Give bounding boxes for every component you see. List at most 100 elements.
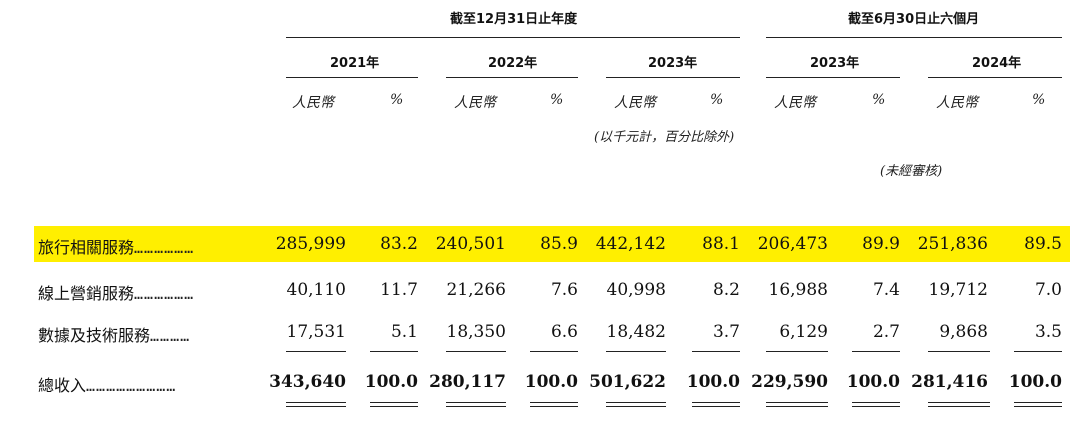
cell-marketing-2021-rmb: 40,110 <box>286 280 346 300</box>
cell-data-2021-pct: 5.1 <box>390 322 418 342</box>
cell-total-2023-pct: 100.0 <box>686 372 740 392</box>
header-six-month-group: 截至6月30日止六個月 <box>848 12 980 27</box>
cell-travel-2022-pct: 85.9 <box>540 234 578 254</box>
cell-total-h2023-pct: 100.0 <box>846 372 900 392</box>
double-rule-top <box>530 402 578 403</box>
row-label-travel: 旅行相關服務……………… <box>38 234 194 258</box>
double-rule-top <box>766 402 828 403</box>
row-label-text: 數據及技術服務 <box>38 326 151 345</box>
year-2023-header: 2023年 <box>648 56 698 71</box>
cell-data-2021-rmb: 17,531 <box>286 322 346 342</box>
cell-marketing-2022-pct: 7.6 <box>550 280 578 300</box>
cell-data-h2023-rmb: 6,129 <box>779 322 828 342</box>
double-rule-top <box>606 402 666 403</box>
note-thousands: (以千元計，百分比除外) <box>594 130 735 145</box>
row-label-text: 旅行相關服務 <box>38 238 135 257</box>
cell-data-2022-rmb: 18,350 <box>446 322 506 342</box>
double-rule-bottom <box>286 406 346 407</box>
double-rule-bottom <box>852 406 900 407</box>
row-label-total: 總收入……………………… <box>38 372 176 396</box>
half-2023-rule <box>766 77 900 78</box>
cell-data-2022-pct: 6.6 <box>550 322 578 342</box>
unit-rmb-2023: 人民幣 <box>614 95 656 111</box>
unit-pct-h2023: % <box>872 92 886 108</box>
cell-data-h2023-pct: 2.7 <box>872 322 900 342</box>
unit-pct-h2024: % <box>1032 92 1046 108</box>
subtotal-rule <box>766 351 828 352</box>
cell-total-2021-pct: 100.0 <box>364 372 418 392</box>
subtotal-rule <box>370 351 418 352</box>
cell-travel-2022-rmb: 240,501 <box>435 234 506 254</box>
cell-marketing-2021-pct: 11.7 <box>380 280 418 300</box>
cell-total-h2024-rmb: 281,416 <box>911 372 988 392</box>
half-2023-header: 2023年 <box>810 56 860 71</box>
cell-data-2023-pct: 3.7 <box>712 322 740 342</box>
double-rule-bottom <box>446 406 506 407</box>
year-2021-header: 2021年 <box>330 56 380 71</box>
unit-rmb-h2023: 人民幣 <box>774 95 816 111</box>
cell-marketing-h2023-pct: 7.4 <box>872 280 900 300</box>
leader-dots: ………… <box>150 327 191 345</box>
year-2022-rule <box>446 77 578 78</box>
cell-travel-2021-pct: 83.2 <box>380 234 418 254</box>
unit-rmb-h2024: 人民幣 <box>936 95 978 111</box>
double-rule-top <box>446 402 506 403</box>
unit-rmb-2022: 人民幣 <box>454 95 496 111</box>
cell-total-2022-rmb: 280,117 <box>429 372 506 392</box>
subtotal-rule <box>692 351 740 352</box>
subtotal-rule <box>286 351 346 352</box>
subtotal-rule <box>928 351 990 352</box>
header-six-month-rule <box>766 37 1062 38</box>
leader-dots: ……………………… <box>86 377 177 395</box>
cell-data-h2024-pct: 3.5 <box>1034 322 1062 342</box>
unit-pct-2022: % <box>550 92 564 108</box>
double-rule-top <box>286 402 346 403</box>
cell-travel-h2024-rmb: 251,836 <box>917 234 988 254</box>
row-label-text: 總收入 <box>38 376 87 395</box>
double-rule-bottom <box>1014 406 1062 407</box>
double-rule-top <box>928 402 990 403</box>
year-2023-rule <box>606 77 740 78</box>
cell-travel-2023-rmb: 442,142 <box>595 234 666 254</box>
double-rule-bottom <box>928 406 990 407</box>
double-rule-top <box>692 402 740 403</box>
subtotal-rule <box>446 351 506 352</box>
year-2021-rule <box>286 77 418 78</box>
cell-data-2023-rmb: 18,482 <box>606 322 666 342</box>
cell-total-2021-rmb: 343,640 <box>269 372 346 392</box>
double-rule-bottom <box>370 406 418 407</box>
cell-total-h2024-pct: 100.0 <box>1008 372 1062 392</box>
unit-pct-2023: % <box>710 92 724 108</box>
year-2022-header: 2022年 <box>488 56 538 71</box>
cell-marketing-h2024-rmb: 19,712 <box>928 280 988 300</box>
half-2024-header: 2024年 <box>972 56 1022 71</box>
cell-data-h2024-rmb: 9,868 <box>939 322 988 342</box>
cell-marketing-2023-pct: 8.2 <box>712 280 740 300</box>
double-rule-top <box>370 402 418 403</box>
subtotal-rule <box>530 351 578 352</box>
leader-dots: ……………… <box>134 285 195 303</box>
double-rule-top <box>852 402 900 403</box>
unit-pct-2021: % <box>390 92 404 108</box>
subtotal-rule <box>852 351 900 352</box>
header-fiscal-year-rule <box>286 37 740 38</box>
cell-marketing-2022-rmb: 21,266 <box>446 280 506 300</box>
half-2024-rule <box>928 77 1062 78</box>
row-label-text: 線上營銷服務 <box>38 284 135 303</box>
cell-marketing-h2023-rmb: 16,988 <box>768 280 828 300</box>
row-highlight <box>34 226 1070 262</box>
double-rule-top <box>1014 402 1062 403</box>
double-rule-bottom <box>692 406 740 407</box>
cell-total-2022-pct: 100.0 <box>524 372 578 392</box>
cell-travel-2021-rmb: 285,999 <box>275 234 346 254</box>
subtotal-rule <box>606 351 666 352</box>
unit-rmb-2021: 人民幣 <box>292 95 334 111</box>
cell-travel-h2023-pct: 89.9 <box>862 234 900 254</box>
note-unaudited: (未經審核) <box>880 164 943 179</box>
cell-total-h2023-rmb: 229,590 <box>751 372 828 392</box>
header-fiscal-year-group: 截至12月31日止年度 <box>450 12 578 27</box>
cell-travel-h2024-pct: 89.5 <box>1024 234 1062 254</box>
cell-travel-h2023-rmb: 206,473 <box>757 234 828 254</box>
leader-dots: ……………… <box>134 239 195 257</box>
cell-travel-2023-pct: 88.1 <box>702 234 740 254</box>
